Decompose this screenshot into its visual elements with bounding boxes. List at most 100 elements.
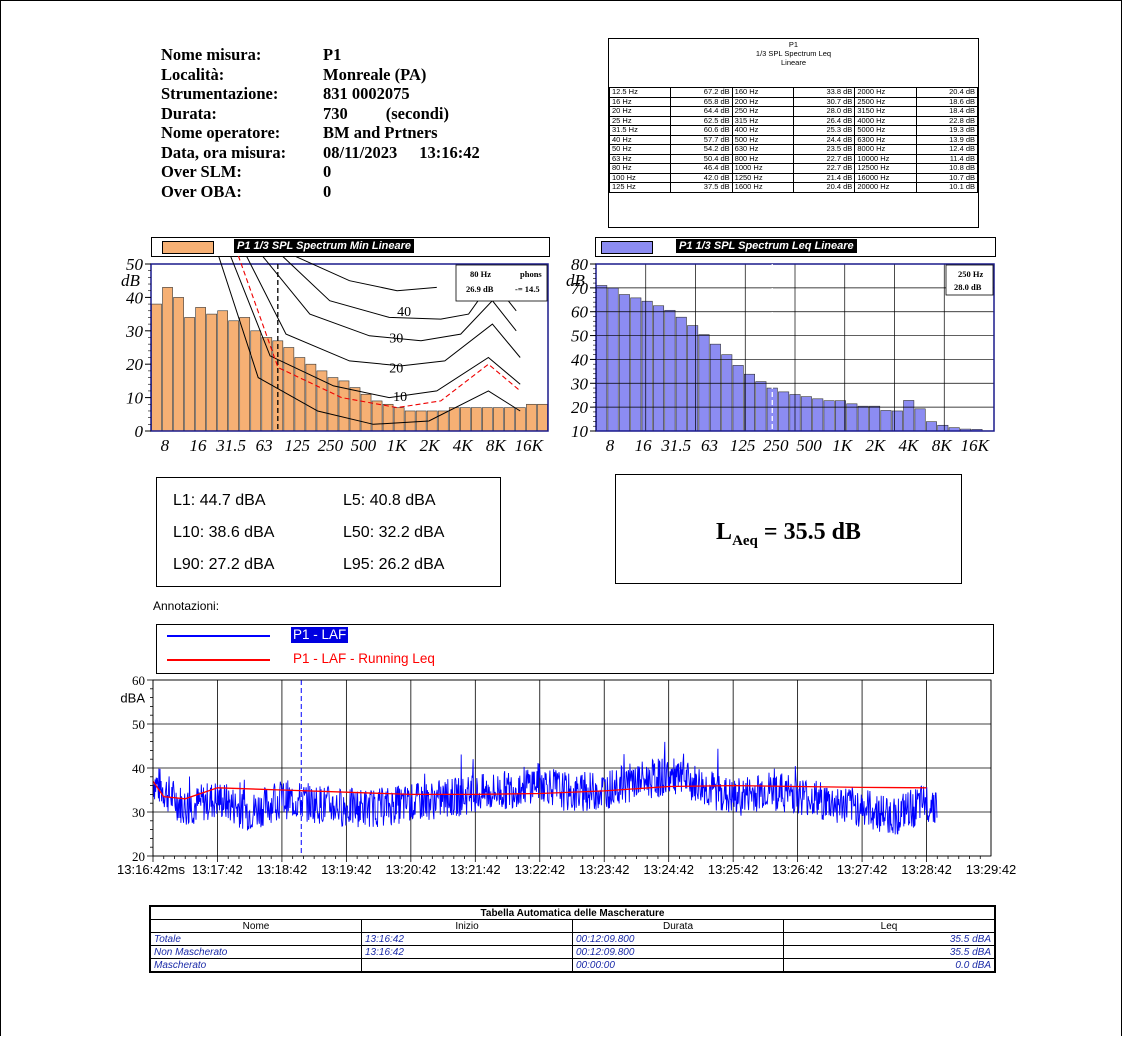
spectrum-table-cell: 25 Hz xyxy=(608,115,672,126)
mask-cell: Mascherato xyxy=(150,958,362,972)
y-tick-label: 10 xyxy=(571,422,589,441)
spectrum-bar xyxy=(755,381,767,432)
readout-phon-value: -= 14.5 xyxy=(515,284,540,294)
mask-table-row: Non Mascherato 13:16:42 00:12:09.800 35.5 d… xyxy=(150,945,995,959)
x-tick-label: 13:25:42 xyxy=(708,862,759,877)
spectrum-table-row: 125 Hz 37.5 dB 1600 Hz 20.4 dB 20000 Hz 10.1 … xyxy=(608,182,979,193)
info-extra: (secondi) xyxy=(385,103,449,123)
info-value: BM and Prtners xyxy=(323,123,438,142)
spectrum-bar xyxy=(382,403,394,432)
info-label: Data, ora misura: xyxy=(161,142,287,162)
info-value: 831 0002075 xyxy=(323,84,410,103)
x-tick-label: 500 xyxy=(351,436,377,455)
y-tick-label: 20 xyxy=(132,849,145,864)
spectrum-table-cell: 16 Hz xyxy=(608,96,672,107)
spectrum-table-cell: 60.6 dB xyxy=(670,125,733,136)
spectrum-table-cell: 315 Hz xyxy=(731,115,794,126)
spectrum-table-cell: 20.4 dB xyxy=(915,87,979,98)
l50-value: L50: 32.2 dBA xyxy=(343,524,445,541)
spectrum-table-cell: 22.8 dB xyxy=(915,115,979,126)
y-tick-label: 40 xyxy=(132,761,145,776)
mask-cell: 00:00:00 xyxy=(572,958,784,972)
spectrum-bar xyxy=(195,307,206,432)
x-tick-label: 31.5 xyxy=(660,436,691,455)
spectrum-bar xyxy=(596,285,608,432)
info-row: Strumentazione: 831 0002075 xyxy=(161,84,480,104)
y-tick-label: 10 xyxy=(126,389,144,408)
spectrum-bar xyxy=(664,309,676,432)
info-label: Nome misura: xyxy=(161,45,262,64)
x-tick-label: 16K xyxy=(961,436,991,455)
spectrum-bar xyxy=(184,317,195,432)
mask-header-cell: Nome xyxy=(150,919,362,933)
leq-legend-swatch xyxy=(601,241,653,254)
spectrum-bar xyxy=(151,303,162,432)
spectrum-bar xyxy=(250,330,262,432)
spectrum-table-cell: 50 Hz xyxy=(608,144,672,155)
info-row: Località: Monreale (PA) xyxy=(161,65,480,85)
y-tick-label: 70 xyxy=(571,279,589,298)
x-tick-label: 250 xyxy=(318,436,344,455)
mask-table-title: Tabella Automatica delle Mascherature xyxy=(150,906,995,920)
spectrum-table-cell: 18.6 dB xyxy=(915,96,979,107)
mask-cell: Totale xyxy=(150,932,362,946)
spectrum-table-cell: 800 Hz xyxy=(731,153,794,164)
mask-header-cell: Leq xyxy=(783,919,995,933)
spectrum-bar xyxy=(537,403,548,432)
y-tick-label: 20 xyxy=(126,355,144,374)
spectrum-table-title: P1 xyxy=(788,40,799,49)
cursor-readout: 80 Hz 26.9 dB phons -= 14.5 xyxy=(455,264,548,302)
info-row: Over OBA: 0 xyxy=(161,182,480,202)
mask-cell: Non Mascherato xyxy=(150,945,362,959)
x-tick-label: 13:22:42 xyxy=(514,862,565,877)
spectrum-table-cell: 8000 Hz xyxy=(854,144,917,155)
spectrum-bar xyxy=(800,396,812,432)
info-value: 08/11/2023 xyxy=(323,142,398,162)
spectrum-bar xyxy=(504,407,515,432)
spectrum-table-cell: 30.7 dB xyxy=(792,96,856,107)
x-tick-label: 63 xyxy=(701,436,718,455)
running-legend-line xyxy=(167,659,270,661)
y-unit-label: dB xyxy=(121,271,141,290)
mask-header-cell: Durata xyxy=(572,919,784,933)
contour-line xyxy=(218,256,521,425)
spectrum-bar xyxy=(482,407,493,432)
spectrum-table-cell: 2000 Hz xyxy=(854,87,917,98)
spectrum-table-cell: 22.7 dB xyxy=(792,153,856,164)
min-legend-swatch xyxy=(162,241,214,254)
spectrum-bar xyxy=(869,405,881,432)
spectrum-bar xyxy=(641,300,653,432)
spectrum-table-row: 50 Hz 54.2 dB 630 Hz 23.5 dB 8000 Hz 12.4 dB xyxy=(608,144,979,155)
x-tick-label: 8K xyxy=(486,436,508,455)
spectrum-table-cell: 33.8 dB xyxy=(792,87,856,98)
time-history-legend: P1 - LAF P1 - LAF - Running Leq xyxy=(156,624,994,674)
spectrum-bar xyxy=(698,334,710,432)
min-legend-label: P1 1/3 SPL Spectrum Min Lineare xyxy=(234,239,415,253)
spectrum-table-cell: 40 Hz xyxy=(608,134,672,145)
x-tick-label: 2K xyxy=(865,436,887,455)
x-tick-label: 13:26:42 xyxy=(772,862,823,877)
readout-phon-label: phons xyxy=(520,269,542,279)
spectrum-table-row: 40 Hz 57.7 dB 500 Hz 24.4 dB 6300 Hz 13.9 dB xyxy=(608,134,979,145)
mask-table-row: Totale 13:16:42 00:12:09.800 35.5 dBA xyxy=(150,932,995,946)
x-tick-label: 13:23:42 xyxy=(579,862,630,877)
info-label: Over OBA: xyxy=(161,181,242,201)
spectrum-table-row: 16 Hz 65.8 dB 200 Hz 30.7 dB 2500 Hz 18.6 dB xyxy=(608,96,979,107)
y-tick-label: 30 xyxy=(570,374,589,393)
x-tick-label: 4K xyxy=(899,436,921,455)
spectrum-table-cell: 1250 Hz xyxy=(731,172,794,183)
spectrum-table-subtitle: 1/3 SPL Spectrum Leq xyxy=(755,49,832,58)
spectrum-bar xyxy=(857,405,869,432)
spectrum-table-cell: 50.4 dB xyxy=(670,153,733,164)
spectrum-table-cell: 1000 Hz xyxy=(731,163,794,174)
spectrum-table-cell: 125 Hz xyxy=(608,182,672,193)
spectrum-bar xyxy=(459,407,471,432)
info-value: P1 xyxy=(323,45,342,64)
spectrum-table-cell: 19.3 dB xyxy=(915,125,979,136)
spectrum-table-cell: 13.9 dB xyxy=(915,134,979,145)
spectrum-bar xyxy=(732,365,744,432)
spectrum-bar xyxy=(925,421,937,432)
l95-value: L95: 26.2 dBA xyxy=(343,556,445,573)
spectrum-bar xyxy=(709,343,721,432)
spectrum-table-cell: 6300 Hz xyxy=(854,134,917,145)
